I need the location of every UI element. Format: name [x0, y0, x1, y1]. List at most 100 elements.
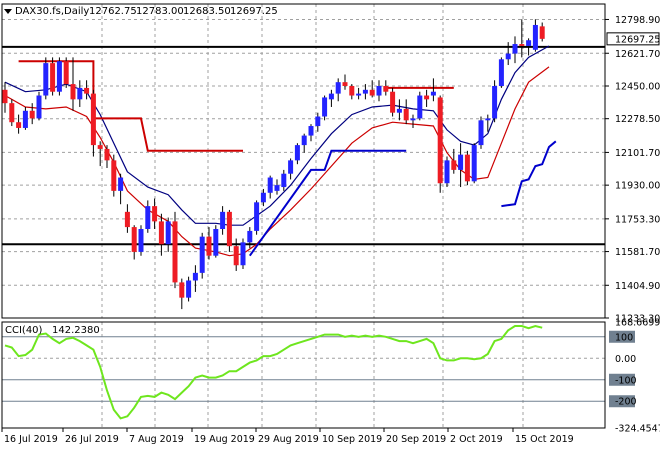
candle-bull — [471, 145, 477, 182]
candle-bull — [118, 177, 124, 191]
candle-bear — [70, 84, 76, 100]
candle-bull — [430, 91, 436, 96]
candle-bull — [199, 236, 205, 273]
candle-bear — [16, 122, 22, 128]
candlesticks — [2, 19, 545, 310]
candle-bull — [77, 87, 83, 100]
low-value: 12683.50 — [183, 6, 231, 17]
candle-bear — [539, 26, 545, 39]
cci-level-box — [609, 373, 635, 386]
candle-bull — [315, 116, 321, 127]
candle-bear — [172, 221, 178, 283]
date-tick-label: 29 Aug 2019 — [258, 434, 319, 445]
candle-bull — [410, 118, 416, 121]
candle-bear — [349, 85, 355, 96]
supertrend-lines — [18, 60, 557, 257]
price-tick-label: 11930.00 — [615, 181, 660, 192]
candle-bull — [186, 280, 192, 298]
date-tick-label: 15 Oct 2019 — [515, 434, 574, 445]
cci-tick-label: 100 — [615, 332, 633, 343]
price-tick-label: 12278.50 — [615, 114, 660, 125]
cci-panel-frame — [1, 321, 606, 429]
indicator-value: 142.2380 — [52, 325, 100, 336]
candle-bull — [492, 85, 498, 119]
candle-bear — [111, 160, 117, 191]
date-tick-label: 2 Oct 2019 — [450, 434, 503, 445]
candle-bull — [43, 63, 49, 96]
price-tick-label: 12621.70 — [615, 49, 660, 60]
cci-tick-label: -324.4547 — [615, 424, 660, 435]
close-value: 12697.25 — [230, 6, 278, 17]
indicator-name: CCI(40) — [5, 325, 43, 336]
last-price-label: 12697.25 — [615, 34, 660, 45]
ma-fast-line — [4, 45, 550, 226]
last-price-box — [606, 32, 660, 46]
high-value: 12783.00 — [136, 6, 184, 17]
candle-bull — [485, 118, 491, 121]
supertrend-up-line — [248, 149, 407, 257]
candle-bull — [444, 160, 450, 184]
menu-triangle-icon[interactable] — [4, 9, 12, 14]
candle-bull — [335, 82, 341, 94]
horizontal-levels — [2, 45, 605, 246]
candle-bull — [526, 40, 532, 46]
candle-bull — [308, 126, 314, 136]
cci-line — [4, 324, 543, 420]
candle-bear — [383, 85, 389, 92]
candle-bull — [240, 242, 246, 266]
date-tick-label: 26 Jul 2019 — [65, 434, 119, 445]
date-axis: 16 Jul 2019 26 Jul 2019 7 Aug 2019 19 Aug 2… — [1, 428, 574, 445]
date-tick-label: 7 Aug 2019 — [129, 434, 184, 445]
candle-bull — [22, 110, 28, 128]
candle-bear — [179, 282, 185, 298]
panel-frames — [1, 3, 606, 429]
price-tick-label: 11753.30 — [615, 214, 660, 225]
candle-bull — [458, 154, 464, 170]
cci-level-box — [609, 395, 635, 408]
candle-bear — [131, 227, 137, 252]
date-tick-label: 10 Sep 2019 — [322, 434, 382, 445]
candle-bull — [145, 206, 151, 230]
candle-bear — [104, 148, 110, 161]
candle-bull — [192, 272, 198, 281]
date-tick-label: 20 Sep 2019 — [386, 434, 446, 445]
candle-bear — [390, 91, 396, 113]
candle-bear — [519, 44, 525, 46]
candle-bull — [301, 135, 307, 146]
candle-bear — [63, 61, 69, 85]
candle-bear — [9, 103, 15, 123]
candle-bull — [254, 202, 260, 231]
open-value: 12762.75 — [89, 6, 137, 17]
candle-bear — [97, 145, 103, 149]
candle-bear — [2, 89, 8, 104]
candle-bull — [328, 93, 334, 100]
cci-series-line — [4, 324, 543, 420]
candle-bear — [226, 211, 232, 247]
candle-bull — [213, 229, 219, 256]
candle-bull — [512, 44, 518, 54]
candle-bull — [356, 93, 362, 96]
symbol-label: DAX30.fs,Daily — [15, 6, 89, 17]
candle-bull — [294, 145, 300, 161]
candle-bear — [233, 246, 239, 266]
candle-bear — [124, 211, 130, 228]
candle-bull — [498, 59, 504, 86]
price-tick-label: 12101.70 — [615, 148, 660, 159]
candle-bull — [165, 221, 171, 245]
candle-bear — [424, 95, 430, 100]
candle-bull — [322, 97, 328, 117]
candle-bull — [532, 24, 538, 50]
candle-bear — [342, 82, 348, 86]
candle-bull — [267, 177, 273, 193]
cci-level-box — [609, 330, 635, 343]
candle-bear — [50, 63, 56, 92]
candle-bear — [451, 160, 457, 170]
main-panel-frame — [1, 3, 606, 319]
candle-bear — [464, 154, 470, 182]
candle-bull — [362, 89, 368, 94]
candle-bull — [36, 95, 42, 119]
cci-tick-label: -200 — [615, 397, 637, 408]
candle-bear — [29, 110, 35, 119]
